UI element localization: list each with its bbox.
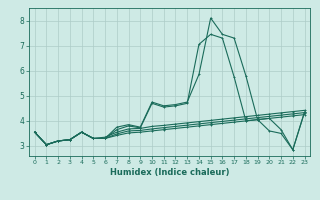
X-axis label: Humidex (Indice chaleur): Humidex (Indice chaleur) bbox=[110, 168, 229, 177]
